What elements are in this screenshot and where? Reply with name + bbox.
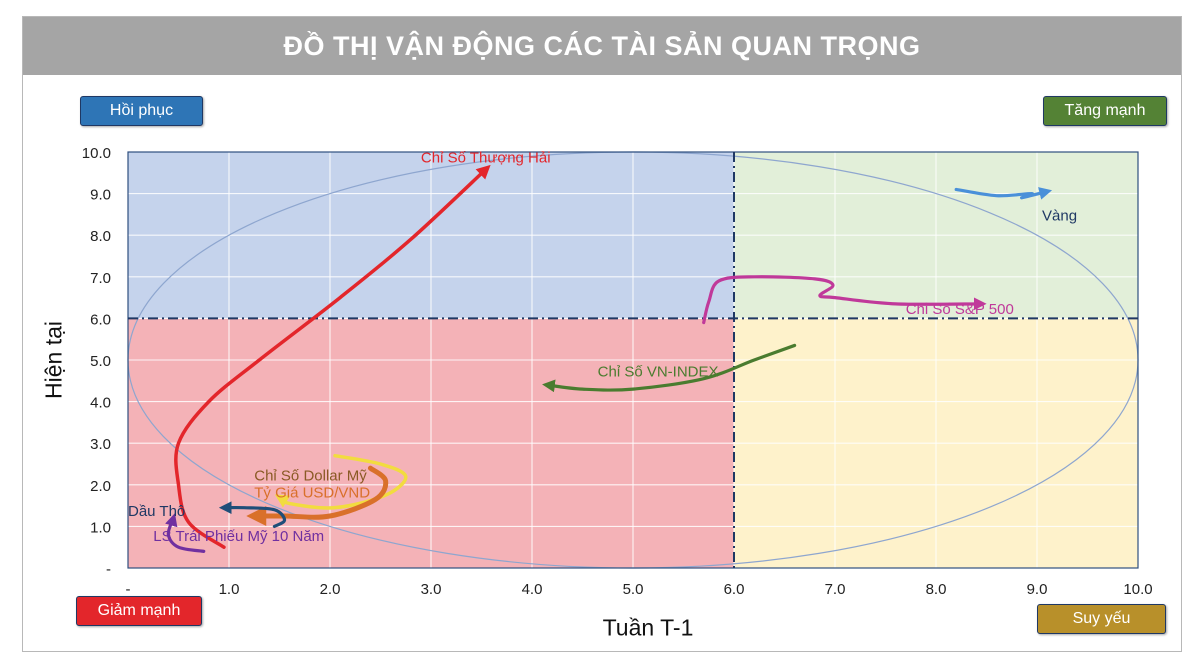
- series-label: Chỉ Số Thượng Hải: [421, 149, 551, 166]
- y-tick-label: 1.0: [90, 519, 111, 536]
- series-label: Chỉ Số S&P 500: [906, 301, 1014, 318]
- plot-border: [127, 151, 1139, 569]
- y-tick-label: 7.0: [90, 270, 111, 287]
- x-axis-label: Tuần T-1: [602, 614, 694, 641]
- y-tick-label: -: [106, 561, 111, 578]
- series-label: Tỷ Giá USD/VND: [254, 484, 370, 501]
- x-tick-label: 8.0: [926, 581, 947, 598]
- series-label: Vàng: [1042, 208, 1077, 225]
- y-tick-label: 4.0: [90, 395, 111, 412]
- x-tick-label: 10.0: [1123, 581, 1152, 598]
- page-title: ĐỒ THỊ VẬN ĐỘNG CÁC TÀI SẢN QUAN TRỌNG: [23, 17, 1181, 75]
- x-tick-label: 2.0: [320, 581, 341, 598]
- series-trail-d-u-th-: [218, 501, 287, 528]
- series-trail-v-ng: [954, 187, 1053, 200]
- x-tick-label: 5.0: [623, 581, 644, 598]
- series-trail-ch-s-dollar-m-: [274, 453, 408, 510]
- series-label: Chỉ Số Dollar Mỹ: [254, 468, 367, 485]
- series-trail-ch-s-th-ng-h-i: [174, 164, 491, 549]
- series-label: Chỉ Số VN-INDEX: [598, 364, 719, 381]
- y-tick-label: 10.0: [82, 145, 111, 162]
- quadrant-strong-gain-badge: Tăng mạnh: [1043, 96, 1167, 126]
- x-tick-label: 3.0: [421, 581, 442, 598]
- y-axis-label: Hiện tại: [40, 321, 67, 399]
- series-label: Dầu Thô: [128, 503, 185, 520]
- x-tick-label: 6.0: [724, 581, 745, 598]
- y-tick-label: 8.0: [90, 228, 111, 245]
- y-tick-label: 6.0: [90, 311, 111, 328]
- quadrant-recovery-badge: Hồi phục: [80, 96, 203, 126]
- series-trail-ch-s-s-p-500: [702, 275, 987, 325]
- quadrant-weakening-badge: Suy yếu: [1037, 604, 1166, 634]
- x-tick-label: 9.0: [1027, 581, 1048, 598]
- quadrant-sharp-decline-badge: Giảm mạnh: [76, 596, 202, 626]
- x-tick-label: 7.0: [825, 581, 846, 598]
- chart-frame: [22, 16, 1182, 652]
- x-tick-label: -: [126, 581, 131, 598]
- x-tick-label: 4.0: [522, 581, 543, 598]
- y-tick-label: 5.0: [90, 353, 111, 370]
- series-trail-ch-s-vn-index: [542, 343, 797, 393]
- series-label: LS Trái Phiếu Mỹ 10 Năm: [153, 528, 324, 545]
- x-tick-label: 1.0: [219, 581, 240, 598]
- series-trail-ls-tr-i-phi-u-m-10-n-m: [165, 513, 206, 553]
- y-tick-label: 9.0: [90, 187, 111, 204]
- y-tick-label: 2.0: [90, 478, 111, 495]
- y-tick-label: 3.0: [90, 436, 111, 453]
